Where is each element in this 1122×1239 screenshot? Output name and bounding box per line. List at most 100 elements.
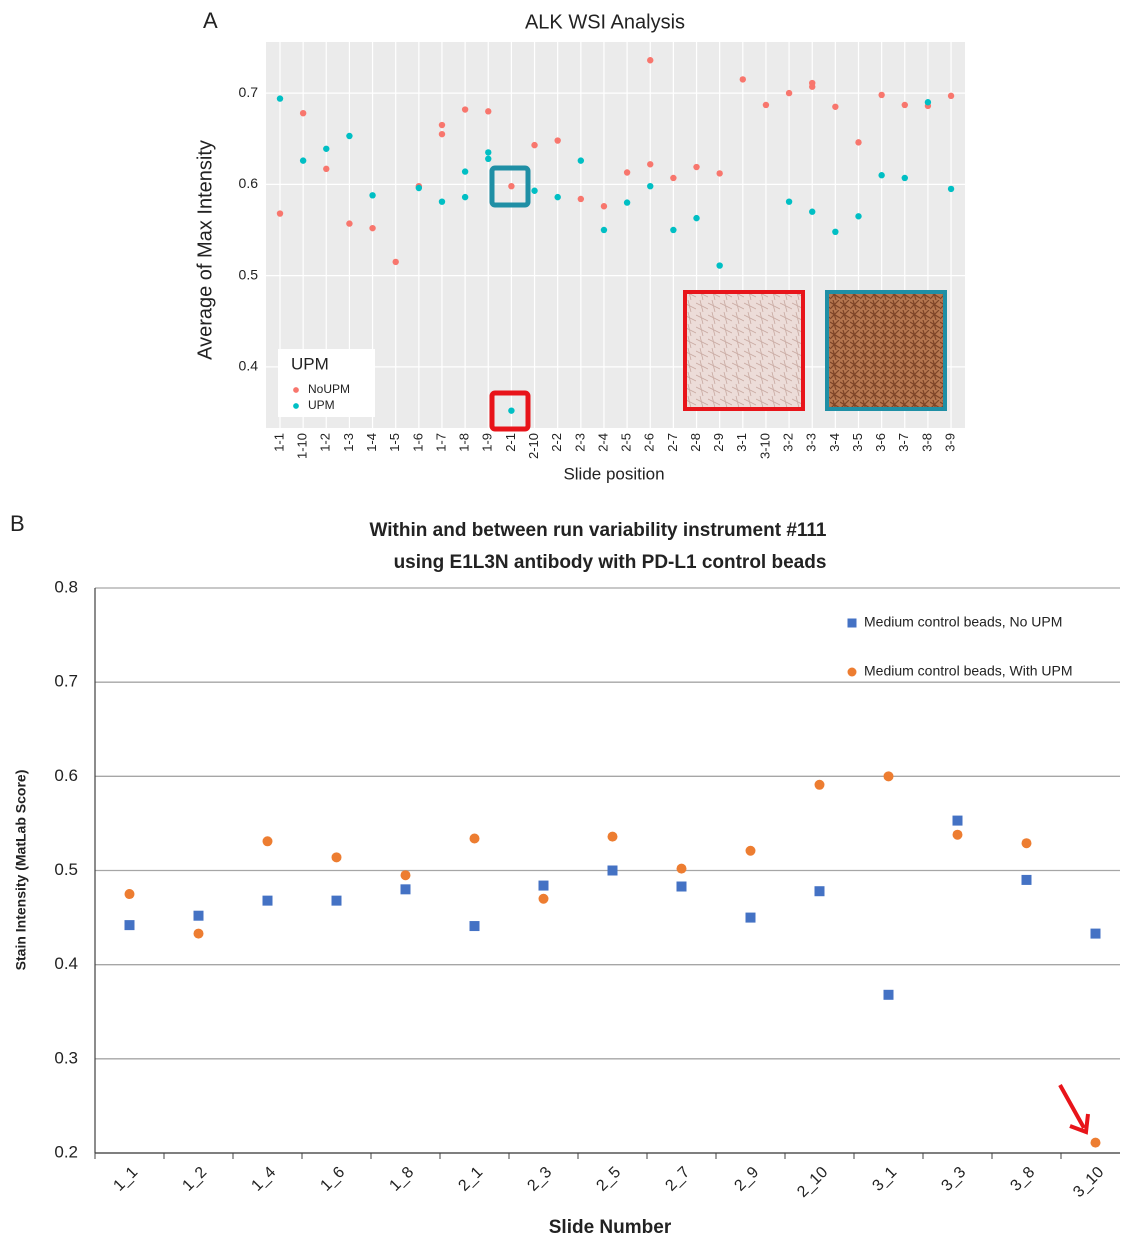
- inset-image-noupm: [683, 290, 805, 411]
- data-point: [331, 895, 342, 906]
- data-point: [832, 228, 839, 236]
- x-tick-label: 3-9: [942, 433, 957, 452]
- panel-label: B: [10, 511, 25, 536]
- data-point: [670, 226, 677, 234]
- data-point: [461, 106, 469, 113]
- data-point: [124, 889, 135, 900]
- legend-marker: [847, 618, 857, 628]
- data-point: [952, 815, 963, 826]
- data-point: [855, 213, 862, 220]
- data-point: [508, 182, 515, 190]
- x-tick-label: 2-10: [526, 433, 541, 459]
- x-tick-label: 1-8: [457, 433, 472, 452]
- data-point: [438, 198, 446, 205]
- x-tick-label: 2-2: [549, 433, 564, 452]
- x-tick-label: 2-1: [503, 433, 518, 452]
- data-point: [469, 921, 480, 932]
- data-point: [832, 103, 839, 110]
- x-tick-label: 1-7: [433, 433, 448, 452]
- data-point: [901, 101, 908, 109]
- data-point: [485, 155, 492, 163]
- y-tick-label: 0.2: [54, 1142, 78, 1161]
- data-point: [623, 169, 631, 176]
- x-tick-label: 2-4: [595, 433, 610, 452]
- data-point: [577, 195, 585, 203]
- data-point: [276, 210, 284, 217]
- x-tick-label: 1-2: [318, 433, 333, 452]
- legend-label: Medium control beads, No UPM: [864, 614, 1062, 630]
- data-point: [508, 407, 515, 414]
- x-tick-label: 3-6: [873, 433, 888, 452]
- arrow: [1058, 1084, 1090, 1135]
- x-tick-label: 1_6: [317, 1164, 348, 1195]
- legend-marker: [847, 667, 857, 677]
- x-tick-label: 1_8: [386, 1164, 417, 1195]
- y-tick-label: 0.4: [54, 954, 78, 973]
- data-point: [676, 863, 687, 874]
- y-axis-label: Average of Max Intensity: [194, 140, 216, 360]
- data-point: [461, 168, 469, 175]
- x-tick-label: 3_10: [1070, 1164, 1107, 1201]
- data-point: [554, 193, 561, 201]
- data-point: [469, 833, 480, 844]
- x-tick-label: 3-1: [734, 433, 749, 452]
- data-point: [538, 893, 549, 904]
- inset-image-upm: [825, 290, 947, 411]
- data-point: [577, 157, 585, 164]
- data-point: [693, 163, 700, 171]
- data-point: [193, 910, 204, 921]
- data-point: [262, 836, 273, 847]
- chart-title: ALK WSI Analysis: [525, 11, 685, 33]
- data-point: [554, 137, 561, 144]
- y-tick-label: 0.5: [239, 266, 259, 282]
- data-point: [461, 193, 469, 201]
- y-tick-label: 0.6: [239, 175, 259, 191]
- data-point: [878, 91, 885, 99]
- data-point: [438, 121, 446, 129]
- data-point: [124, 920, 135, 931]
- data-point: [600, 203, 608, 210]
- data-point: [193, 928, 204, 939]
- data-point: [346, 220, 353, 227]
- data-point: [762, 101, 770, 109]
- x-tick-label: 1-4: [364, 433, 379, 452]
- x-tick-label: 1-5: [387, 433, 402, 452]
- data-point: [647, 182, 654, 190]
- data-point: [809, 208, 816, 215]
- x-tick-label: 2-3: [572, 433, 587, 452]
- highlight-box: [489, 390, 531, 432]
- data-point: [1021, 838, 1032, 849]
- data-point: [809, 83, 816, 90]
- x-tick-label: 2_9: [731, 1164, 762, 1195]
- data-point: [262, 895, 273, 906]
- x-tick-label: 3-8: [919, 433, 934, 452]
- x-tick-label: 2_10: [794, 1164, 831, 1201]
- data-point: [323, 165, 330, 173]
- data-point: [485, 108, 492, 115]
- y-tick-label: 0.3: [54, 1048, 78, 1067]
- x-tick-label: 3-5: [850, 433, 865, 452]
- data-point: [676, 881, 687, 892]
- legend-label: UPM: [308, 398, 335, 412]
- data-point: [647, 57, 654, 64]
- y-axis-label: Stain Intensity (MatLab Score): [13, 770, 29, 971]
- data-point: [623, 199, 631, 206]
- x-axis-label: Slide Number: [549, 1217, 672, 1238]
- x-tick-label: 1-1: [271, 433, 286, 452]
- x-tick-label: 2_7: [662, 1164, 693, 1195]
- x-tick-label: 2-6: [642, 433, 657, 452]
- data-point: [785, 89, 793, 97]
- data-point: [883, 989, 894, 1000]
- x-tick-label: 3-10: [757, 433, 772, 459]
- x-axis-label: Slide position: [563, 464, 664, 483]
- data-point: [1021, 874, 1032, 885]
- data-point: [745, 912, 756, 923]
- x-tick-label: 2_5: [593, 1164, 624, 1195]
- x-tick-label: 1_1: [110, 1164, 141, 1195]
- x-tick-label: 2_3: [524, 1164, 555, 1195]
- data-point: [785, 198, 793, 205]
- legend-label: Medium control beads, With UPM: [864, 663, 1073, 679]
- data-point: [814, 779, 825, 790]
- legend-marker: [293, 403, 299, 409]
- data-point: [947, 185, 955, 193]
